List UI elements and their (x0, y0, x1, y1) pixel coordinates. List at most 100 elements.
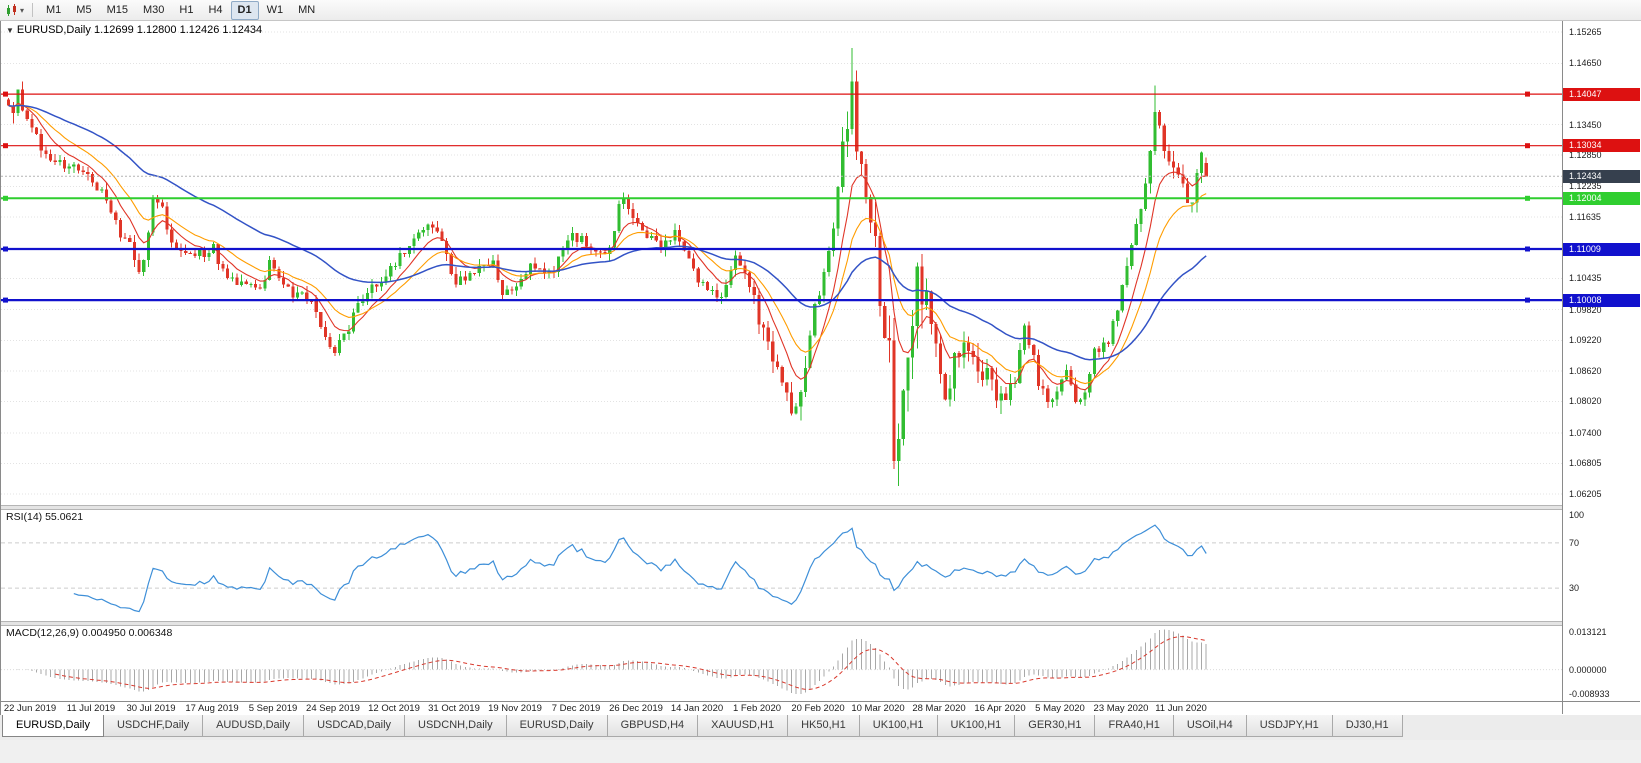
price-axis-label: 1.08620 (1569, 366, 1602, 376)
symbol-ohlc-label: ▼ EURUSD,Daily 1.12699 1.12800 1.12426 1.… (6, 24, 262, 36)
chart-tab-10-uk100-h1[interactable]: UK100,H1 (936, 715, 1016, 737)
chart-tab-12-fra40-h1[interactable]: FRA40,H1 (1094, 715, 1174, 737)
hline-handle-right[interactable] (1525, 246, 1530, 252)
pane-splitter-rsi[interactable] (1, 505, 1640, 510)
rsi-axis-label: 100 (1569, 510, 1585, 520)
hline-handle-right[interactable] (1525, 143, 1530, 149)
timeframe-toolbar: M1 M5 M15 M30 H1 H4 D1 W1 MN (39, 0, 322, 20)
ma-fast-line (8, 102, 1207, 391)
hline-handle-right[interactable] (1525, 91, 1530, 97)
price-tag-1.11009[interactable]: 1.11009 (1563, 243, 1640, 256)
price-tag-1.14047[interactable]: 1.14047 (1563, 88, 1640, 101)
timeframe-button-w1[interactable]: W1 (266, 3, 284, 16)
chart-tab-8-hk50-h1[interactable]: HK50,H1 (787, 715, 860, 737)
status-bar (0, 740, 1641, 763)
rsi-axis-label: 30 (1569, 583, 1580, 593)
dropdown-caret-icon: ▾ (20, 5, 25, 15)
macd-label: MACD(12,26,9) 0.004950 0.006348 (6, 627, 173, 639)
candlestick-chart-icon[interactable]: ▾ (4, 3, 26, 18)
price-axis-label: 1.13450 (1569, 120, 1602, 130)
date-axis-label: 17 Aug 2019 (185, 703, 239, 714)
current-price-tag[interactable]: 1.12434 (1563, 170, 1640, 183)
timeframe-button-m15[interactable]: M15 (106, 3, 128, 16)
price-axis-label: 1.06805 (1569, 458, 1602, 468)
timeframe-button-m1[interactable]: M1 (46, 3, 62, 16)
date-axis-label: 10 Mar 2020 (851, 703, 905, 714)
macd-axis-label: 0.000000 (1569, 665, 1607, 675)
price-axis-label: 1.12235 (1569, 181, 1602, 191)
price-tag-1.12004[interactable]: 1.12004 (1563, 192, 1640, 205)
chart-tab-5-eurusd-daily[interactable]: EURUSD,Daily (505, 715, 608, 737)
chart-tab-9-uk100-h1[interactable]: UK100,H1 (858, 715, 938, 737)
symbol-name: EURUSD,Daily (16, 24, 91, 36)
date-axis-label: 5 Sep 2019 (248, 703, 298, 714)
price-axis-label: 1.06205 (1569, 489, 1602, 499)
date-axis[interactable]: 22 Jun 2019 11 Jul 2019 30 Jul 2019 17 Aug … (1, 701, 1640, 715)
price-tag-1.13034[interactable]: 1.13034 (1563, 139, 1640, 152)
chart-tab-bar: EURUSD,Daily USDCHF,Daily AUDUSD,Daily USDC… (0, 715, 1641, 741)
hline-handle-left[interactable] (3, 195, 8, 201)
chart-tab-7-xauusd-h1[interactable]: XAUUSD,H1 (697, 715, 789, 737)
macd-pane[interactable]: MACD(12,26,9) 0.004950 0.006348 (1, 625, 1562, 700)
hline-handle-left[interactable] (3, 246, 8, 252)
date-axis-label: 31 Oct 2019 (428, 703, 480, 714)
pane-splitter-macd[interactable] (1, 621, 1640, 626)
price-axis[interactable]: 1.15265 1.14650 1.13450 1.12850 1.12235 1.116… (1562, 21, 1641, 714)
chart-tab-6-gbpusd-h4[interactable]: GBPUSD,H4 (606, 715, 699, 737)
timeframe-button-d1[interactable]: D1 (230, 0, 259, 20)
price-axis-label: 1.12850 (1569, 150, 1602, 160)
hline-handle-right[interactable] (1525, 195, 1530, 201)
macd-axis-label: 0.013121 (1569, 627, 1607, 637)
chart-tab-2-audusd-daily[interactable]: AUDUSD,Daily (202, 715, 305, 737)
chart-tab-1-usdchf-daily[interactable]: USDCHF,Daily (102, 715, 204, 737)
rsi-pane[interactable]: RSI(14) 55.0621 (1, 509, 1562, 622)
chart-tab-4-usdcnh-daily[interactable]: USDCNH,Daily (404, 715, 507, 737)
date-axis-label: 19 Nov 2019 (488, 703, 542, 714)
price-axis-label: 1.15265 (1569, 27, 1602, 37)
chart-tab-14-usdjpy-h1[interactable]: USDJPY,H1 (1245, 715, 1333, 737)
candles (7, 48, 1208, 487)
collapse-triangle-icon[interactable]: ▼ (6, 26, 14, 35)
price-axis-label: 1.07400 (1569, 428, 1602, 438)
date-axis-label: 11 Jun 2020 (1155, 703, 1207, 714)
chart-tab-0-eurusd-daily[interactable]: EURUSD,Daily (2, 715, 104, 737)
toolbar: ▾ M1 M5 M15 M30 H1 H4 D1 W1 MN (0, 0, 1641, 21)
hline-handle-left[interactable] (3, 297, 8, 303)
hline-handle-left[interactable] (3, 143, 8, 149)
hline-handle-left[interactable] (3, 91, 8, 97)
date-axis-label: 20 Feb 2020 (791, 703, 845, 714)
chart-tab-11-ger30-h1[interactable]: GER30,H1 (1014, 715, 1096, 737)
date-axis-label: 30 Jul 2019 (126, 703, 176, 714)
chart-tab-13-usoil-h4[interactable]: USOil,H4 (1172, 715, 1247, 737)
price-axis-label: 1.14650 (1569, 58, 1602, 68)
date-axis-label: 28 Mar 2020 (912, 703, 966, 714)
rsi-axis-label: 70 (1569, 538, 1580, 548)
timeframe-button-h1[interactable]: H1 (179, 3, 194, 16)
timeframe-button-m30[interactable]: M30 (142, 3, 165, 16)
date-axis-label: 14 Jan 2020 (670, 703, 724, 714)
price-tag-1.10008[interactable]: 1.10008 (1563, 294, 1640, 307)
date-axis-label: 24 Sep 2019 (306, 703, 360, 714)
macd-axis-label: -0.008933 (1569, 689, 1610, 699)
date-axis-label: 7 Dec 2019 (551, 703, 601, 714)
candlestick-icon-graphic (7, 3, 16, 16)
timeframe-button-h4[interactable]: H4 (208, 3, 223, 16)
main-chart-pane[interactable]: ▼ EURUSD,Daily 1.12699 1.12800 1.12426 1.… (1, 21, 1562, 506)
date-axis-label: 5 May 2020 (1035, 703, 1085, 714)
ma-slow-line (8, 104, 1207, 361)
rsi-line (73, 524, 1207, 613)
chart-tab-3-usdcad-daily[interactable]: USDCAD,Daily (303, 715, 406, 737)
date-axis-label: 12 Oct 2019 (368, 703, 420, 714)
price-axis-label: 1.10435 (1569, 273, 1602, 283)
chart-tab-15-dj30-h1[interactable]: DJ30,H1 (1331, 715, 1403, 737)
price-axis-label: 1.09820 (1569, 305, 1602, 315)
rsi-label: RSI(14) 55.0621 (6, 511, 84, 523)
price-axis-label: 1.09220 (1569, 335, 1602, 345)
ma-mid-line (8, 104, 1207, 385)
hline-handle-right[interactable] (1525, 297, 1530, 303)
price-axis-label: 1.11635 (1569, 212, 1601, 222)
date-axis-label: 16 Apr 2020 (974, 703, 1026, 714)
timeframe-button-mn[interactable]: MN (298, 3, 316, 16)
timeframe-button-m5[interactable]: M5 (76, 3, 92, 16)
macd-signal-line (55, 635, 1207, 690)
